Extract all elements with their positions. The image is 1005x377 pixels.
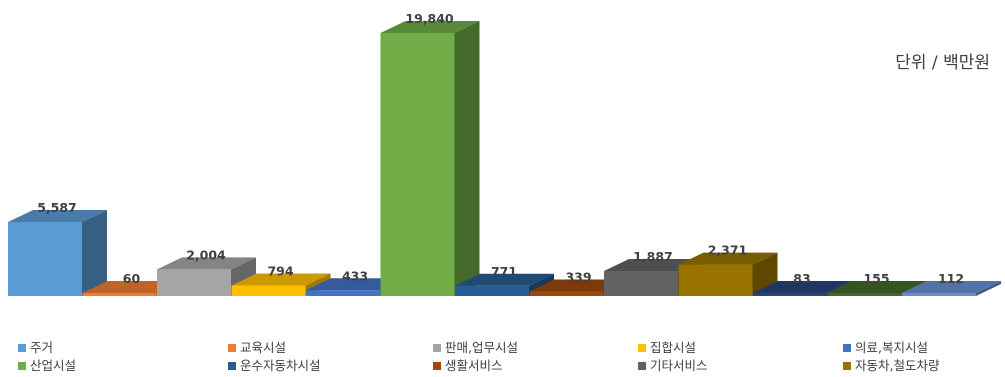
legend-label: 주거 (30, 340, 53, 355)
bar-top (157, 257, 256, 270)
bar-top (827, 281, 927, 293)
legend-label: 의료,복지시설 (855, 340, 928, 355)
bar-front (455, 285, 529, 296)
legend-item: 주거 (18, 340, 53, 355)
bar-top (753, 281, 852, 293)
data-label: 112 (938, 271, 964, 286)
bar-front (529, 291, 604, 296)
bar-front (157, 269, 231, 296)
legend-swatch (843, 344, 851, 352)
legend-item: 기타서비스 (638, 358, 708, 373)
legend-item: 자동차,철도차량 (843, 358, 940, 373)
legend-label: 자동차,철도차량 (855, 358, 940, 373)
bar-top (604, 258, 703, 271)
bar-front (231, 285, 306, 296)
bar-front (8, 221, 82, 296)
bar-front (678, 264, 753, 296)
data-label: 5,587 (37, 200, 77, 215)
data-label: 2,371 (708, 243, 748, 258)
data-label: 771 (491, 264, 517, 279)
data-label: 2,004 (186, 247, 226, 262)
legend-swatch (638, 362, 646, 370)
data-label: 339 (565, 270, 591, 285)
bar-front (306, 290, 380, 296)
data-label: 1,887 (633, 249, 673, 264)
bar-side (976, 281, 1001, 296)
legend-item: 생활서비스 (433, 358, 503, 373)
bar-front (82, 293, 157, 296)
legend-item: 의료,복지시설 (843, 340, 928, 355)
data-label: 433 (342, 268, 368, 283)
legend-label: 생활서비스 (445, 358, 503, 373)
legend-label: 집합시설 (650, 340, 696, 355)
bar-group (8, 21, 1001, 296)
legend-item: 운수자동차시설 (228, 358, 321, 373)
data-label: 83 (793, 271, 810, 286)
legend-swatch (228, 362, 236, 370)
bar-front (753, 293, 827, 296)
bar-side (82, 209, 107, 296)
data-label: 19,840 (405, 11, 454, 26)
bar-front (604, 270, 678, 296)
bar (157, 257, 256, 296)
bar-front (380, 33, 455, 296)
bar (902, 281, 1001, 296)
legend-label: 교육시설 (240, 340, 286, 355)
bar-front (827, 293, 902, 296)
bar-top (306, 278, 405, 291)
legend-label: 산업시설 (30, 358, 76, 373)
legend-item: 교육시설 (228, 340, 286, 355)
legend-swatch (843, 362, 851, 370)
bar-top (231, 273, 331, 286)
data-label: 155 (863, 271, 889, 286)
legend-label: 판매,업무시설 (445, 340, 518, 355)
unit-label: 단위 / 백만원 (895, 53, 990, 73)
legend-swatch (228, 344, 236, 352)
bar-top (8, 209, 107, 222)
bar-top (455, 273, 554, 286)
legend-swatch (638, 344, 646, 352)
bar-top (902, 281, 1001, 293)
bar-top (678, 252, 778, 265)
bar-top (529, 279, 629, 292)
legend-label: 기타서비스 (650, 358, 708, 373)
bar (380, 21, 480, 296)
data-label: 60 (123, 271, 141, 286)
bar-top (380, 21, 480, 33)
legend-label: 운수자동차시설 (240, 358, 321, 373)
legend-item: 판매,업무시설 (433, 340, 518, 355)
bar-top (82, 281, 182, 293)
legend-item: 집합시설 (638, 340, 696, 355)
data-label: 794 (267, 263, 293, 278)
legend-swatch (433, 344, 441, 352)
bar (678, 252, 778, 296)
legend-swatch (18, 362, 26, 370)
bar-side (454, 21, 480, 296)
legend-item: 산업시설 (18, 358, 76, 373)
legend-swatch (18, 344, 26, 352)
bar (8, 209, 107, 296)
bar-front (902, 293, 976, 296)
data-label-group: 5,587 60 2,004 794 433 19,840 771 339 1,887 2,371… (37, 11, 964, 286)
legend-swatch (433, 362, 441, 370)
